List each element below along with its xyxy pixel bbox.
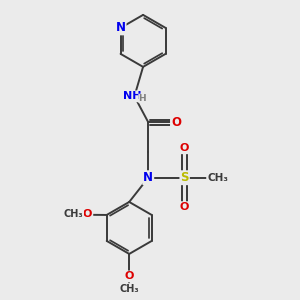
Text: N: N bbox=[116, 21, 126, 34]
Text: NH: NH bbox=[123, 91, 142, 101]
Text: N: N bbox=[143, 171, 153, 184]
Text: S: S bbox=[180, 171, 189, 184]
Text: O: O bbox=[83, 209, 92, 219]
Text: O: O bbox=[180, 202, 189, 212]
Text: O: O bbox=[171, 116, 181, 129]
Text: O: O bbox=[124, 272, 134, 281]
Text: CH₃: CH₃ bbox=[119, 284, 139, 294]
Text: CH₃: CH₃ bbox=[64, 209, 84, 219]
Text: H: H bbox=[139, 94, 146, 103]
Text: CH₃: CH₃ bbox=[207, 173, 228, 183]
Text: O: O bbox=[180, 143, 189, 153]
